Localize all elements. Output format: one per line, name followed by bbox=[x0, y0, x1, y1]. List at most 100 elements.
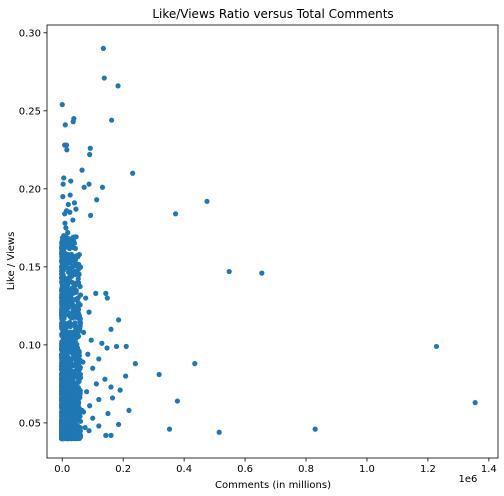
data-point bbox=[68, 290, 75, 296]
data-point bbox=[173, 211, 179, 217]
data-point bbox=[61, 423, 67, 429]
data-point bbox=[70, 119, 76, 125]
data-point bbox=[109, 395, 116, 401]
data-point bbox=[132, 361, 138, 367]
data-point bbox=[71, 306, 78, 312]
points-layer bbox=[59, 45, 478, 442]
data-point bbox=[75, 300, 82, 306]
chart-title: Like/Views Ratio versus Total Comments bbox=[152, 7, 393, 21]
data-point bbox=[70, 217, 76, 223]
y-axis-label: Like / Views bbox=[6, 232, 17, 291]
data-point bbox=[86, 181, 92, 187]
data-point bbox=[67, 314, 74, 320]
data-point bbox=[90, 365, 96, 371]
x-tick-label: 1.4 bbox=[481, 464, 497, 475]
data-point bbox=[72, 339, 78, 345]
data-point bbox=[76, 370, 82, 376]
data-point bbox=[96, 423, 102, 429]
data-point bbox=[68, 426, 74, 432]
data-point bbox=[60, 194, 66, 200]
data-point bbox=[259, 270, 265, 276]
data-point bbox=[76, 272, 82, 278]
data-point bbox=[68, 334, 74, 340]
data-point bbox=[77, 418, 84, 424]
x-tick-label: 0.8 bbox=[298, 464, 314, 475]
data-point bbox=[62, 312, 68, 318]
data-point bbox=[104, 345, 110, 351]
data-point bbox=[73, 346, 79, 353]
data-point bbox=[108, 326, 114, 332]
data-point bbox=[61, 233, 67, 239]
data-point bbox=[73, 364, 80, 370]
data-point bbox=[66, 400, 72, 406]
data-point bbox=[64, 242, 70, 248]
data-point bbox=[85, 351, 91, 357]
x-tick-label: 1.2 bbox=[420, 464, 436, 475]
data-point bbox=[64, 147, 70, 153]
x-axis-offset-label: 1e6 bbox=[459, 474, 478, 485]
data-point bbox=[86, 309, 92, 315]
data-point bbox=[73, 206, 79, 212]
data-point bbox=[70, 236, 76, 242]
data-point bbox=[71, 412, 78, 418]
data-point bbox=[130, 170, 136, 176]
y-tick-label: 0.25 bbox=[19, 106, 41, 117]
data-point bbox=[86, 428, 92, 434]
data-point bbox=[433, 343, 440, 350]
data-point bbox=[66, 388, 72, 394]
data-point bbox=[68, 178, 74, 184]
data-point bbox=[62, 404, 68, 410]
data-point bbox=[62, 342, 68, 348]
data-point bbox=[116, 317, 122, 323]
data-point bbox=[88, 337, 94, 343]
data-point bbox=[71, 368, 77, 374]
data-point bbox=[64, 348, 70, 354]
data-point bbox=[117, 387, 123, 393]
data-point bbox=[90, 415, 96, 421]
data-point bbox=[62, 122, 68, 128]
data-point bbox=[108, 384, 114, 390]
y-tick-label: 0.05 bbox=[19, 418, 41, 429]
data-point bbox=[226, 268, 232, 275]
data-point bbox=[103, 432, 109, 438]
data-point bbox=[68, 363, 74, 369]
data-point bbox=[103, 290, 109, 296]
data-point bbox=[60, 272, 66, 278]
x-tick-label: 1.0 bbox=[359, 464, 375, 475]
data-point bbox=[62, 220, 68, 226]
data-point bbox=[68, 251, 74, 257]
data-point bbox=[123, 373, 129, 379]
data-point bbox=[472, 400, 478, 406]
data-point bbox=[126, 407, 132, 414]
data-point bbox=[61, 307, 67, 314]
data-point bbox=[77, 292, 84, 298]
data-point bbox=[100, 45, 106, 52]
data-point bbox=[66, 246, 73, 252]
data-point bbox=[80, 359, 86, 365]
data-point bbox=[99, 340, 105, 346]
data-point bbox=[96, 356, 102, 362]
data-point bbox=[74, 435, 80, 441]
data-point bbox=[77, 375, 84, 381]
data-point bbox=[60, 181, 66, 187]
data-point bbox=[63, 298, 69, 304]
data-point bbox=[63, 414, 69, 420]
data-point bbox=[104, 295, 110, 301]
data-point bbox=[102, 376, 108, 382]
data-point bbox=[65, 201, 71, 208]
data-point bbox=[61, 418, 67, 424]
data-point bbox=[77, 320, 84, 326]
data-point bbox=[62, 320, 68, 327]
data-point bbox=[71, 200, 78, 206]
data-point bbox=[93, 381, 99, 387]
data-point bbox=[68, 357, 74, 364]
data-point bbox=[62, 332, 68, 339]
x-tick-label: 0.4 bbox=[176, 464, 192, 475]
data-point bbox=[62, 261, 68, 267]
data-point bbox=[65, 276, 71, 282]
data-point bbox=[73, 289, 79, 295]
data-point bbox=[62, 282, 68, 289]
data-point bbox=[192, 361, 198, 367]
data-point bbox=[96, 396, 102, 403]
y-tick-label: 0.10 bbox=[19, 340, 41, 351]
